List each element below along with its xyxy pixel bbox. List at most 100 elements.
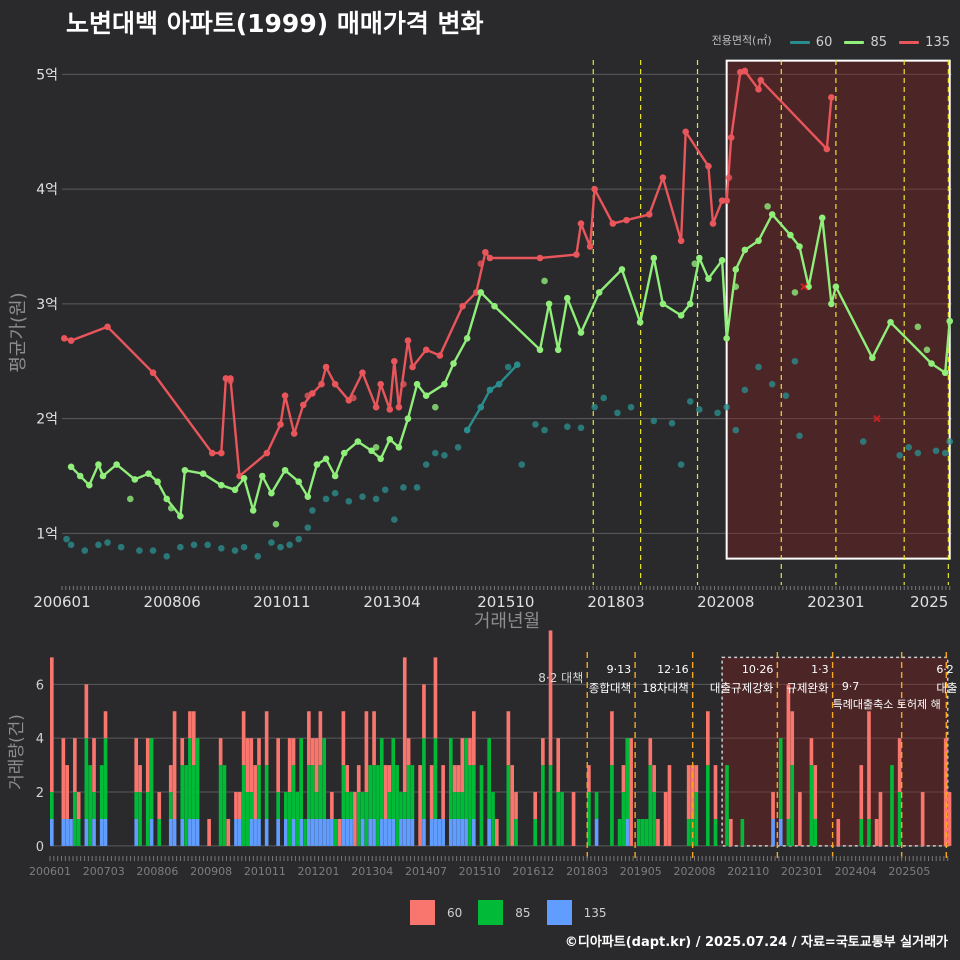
series-85-point: [395, 444, 403, 451]
bar-segment-60: [621, 765, 626, 793]
bar-segment-135: [149, 818, 154, 846]
bar-segment-60: [867, 711, 871, 819]
series-85-point: [354, 438, 362, 445]
series-60-scatter-point: [254, 553, 262, 560]
bar-segment-85: [149, 738, 154, 819]
bar-segment-60: [541, 738, 545, 766]
series-135-scatter-point: [400, 380, 407, 388]
bar-segment-60: [237, 792, 242, 819]
bar-segment-85: [471, 765, 476, 819]
bar-segment-135: [471, 818, 476, 846]
series-60-scatter-point: [859, 438, 867, 445]
bar-segment-135: [625, 818, 630, 846]
bar-segment-85: [422, 738, 426, 819]
bar-segment-85: [694, 792, 699, 846]
series-85-point: [231, 486, 239, 494]
bar-segment-60: [771, 792, 775, 819]
bar-segment-60: [452, 765, 457, 793]
series-135-point: [318, 380, 325, 388]
series-85-point: [928, 360, 935, 367]
bar-segment-85: [594, 792, 599, 819]
bar-segment-85: [725, 765, 729, 846]
bar-segment-85: [284, 792, 288, 819]
y-axis-label: 평균가(원): [8, 292, 29, 372]
bar-segment-60: [157, 792, 162, 819]
bar-segment-85: [310, 765, 315, 819]
series-60-scatter-point: [600, 394, 608, 402]
series-85-scatter-point: [764, 203, 771, 210]
bar-segment-85: [610, 765, 614, 846]
bar-segment-85: [318, 765, 323, 819]
series-85-point: [131, 476, 139, 483]
series-135-point: [409, 363, 416, 371]
bar-segment-60: [836, 818, 841, 846]
series-60-scatter-point: [309, 507, 316, 514]
bar-segment-85: [249, 792, 254, 819]
policy-label-date: 1·3: [811, 663, 829, 676]
bar-segment-60: [50, 657, 54, 793]
series-135-point: [727, 134, 735, 141]
series-135-point: [322, 363, 330, 371]
series-85-point: [218, 481, 225, 489]
series-60-scatter-point: [372, 495, 380, 503]
bar-segment-60: [422, 684, 426, 739]
bar-segment-135: [464, 818, 468, 846]
series-135-point: [208, 449, 216, 457]
bar-segment-60: [372, 711, 376, 766]
series-60-scatter-point: [782, 392, 790, 399]
bar-segment-85: [406, 765, 411, 819]
bar-segment-60: [337, 818, 342, 846]
series-60-scatter-point: [400, 484, 407, 491]
series-85-point: [768, 211, 776, 218]
bar-x-tick-label: 201510: [459, 865, 501, 878]
series-60-scatter-point: [696, 406, 703, 413]
series-85-line: [70, 213, 951, 518]
bar-segment-60: [610, 711, 614, 766]
series-135-point: [757, 76, 765, 84]
series-60-scatter-point: [149, 547, 157, 554]
bar-segment-85: [222, 765, 227, 846]
series-85-scatter-point: [431, 403, 439, 411]
bar-segment-85: [560, 792, 564, 846]
bar-segment-85: [138, 792, 142, 846]
series-135-point: [609, 220, 617, 227]
bar-segment-85: [433, 738, 438, 819]
series-85-point: [705, 275, 712, 282]
series-60-scatter-point: [240, 543, 248, 551]
bar-segment-135: [276, 818, 280, 846]
bar-segment-85: [740, 818, 745, 846]
bar-segment-135: [399, 818, 403, 846]
bar-segment-60: [245, 738, 250, 793]
series-135-point: [677, 237, 685, 245]
series-135-point: [705, 162, 712, 170]
y-tick-label: 1억: [36, 526, 58, 542]
series-135-point: [263, 449, 271, 457]
bar-segment-135: [372, 818, 376, 846]
bar-x-tick-label: 202110: [727, 865, 769, 878]
series-135-scatter-point: [350, 394, 357, 402]
bar-segment-85: [636, 818, 641, 846]
policy-label-text: 규제완화: [786, 681, 829, 695]
bar-segment-60: [471, 711, 476, 766]
bar-y-tick-label: 2: [36, 786, 44, 801]
bar-segment-135: [318, 818, 323, 846]
series-135-point: [218, 449, 225, 457]
bar-segment-60: [341, 711, 346, 766]
bar-x-tick-label: 201612: [512, 865, 554, 878]
bar-segment-60: [276, 738, 280, 793]
series-60-scatter-point: [177, 543, 184, 551]
series-85-point: [95, 461, 102, 468]
x-tick-label: 201510: [477, 593, 534, 611]
bar-segment-85: [218, 765, 223, 846]
series-60-scatter-point: [381, 486, 389, 494]
bar-segment-60: [656, 818, 660, 846]
series-60-scatter-point: [431, 449, 439, 457]
x-tick-label: 2025: [910, 593, 948, 611]
bar-segment-85: [460, 792, 465, 819]
bar-segment-85: [464, 738, 468, 819]
bar-x-tick-label: 201304: [351, 865, 393, 878]
bar-segment-85: [333, 818, 338, 846]
policy-label-date: 12·16: [657, 663, 689, 676]
bar-segment-135: [253, 818, 257, 846]
series-60-scatter-point: [914, 449, 922, 457]
